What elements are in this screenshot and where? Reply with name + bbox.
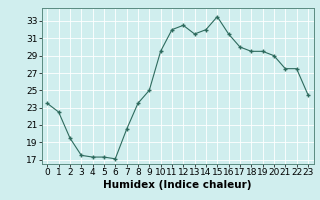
X-axis label: Humidex (Indice chaleur): Humidex (Indice chaleur)	[103, 180, 252, 190]
